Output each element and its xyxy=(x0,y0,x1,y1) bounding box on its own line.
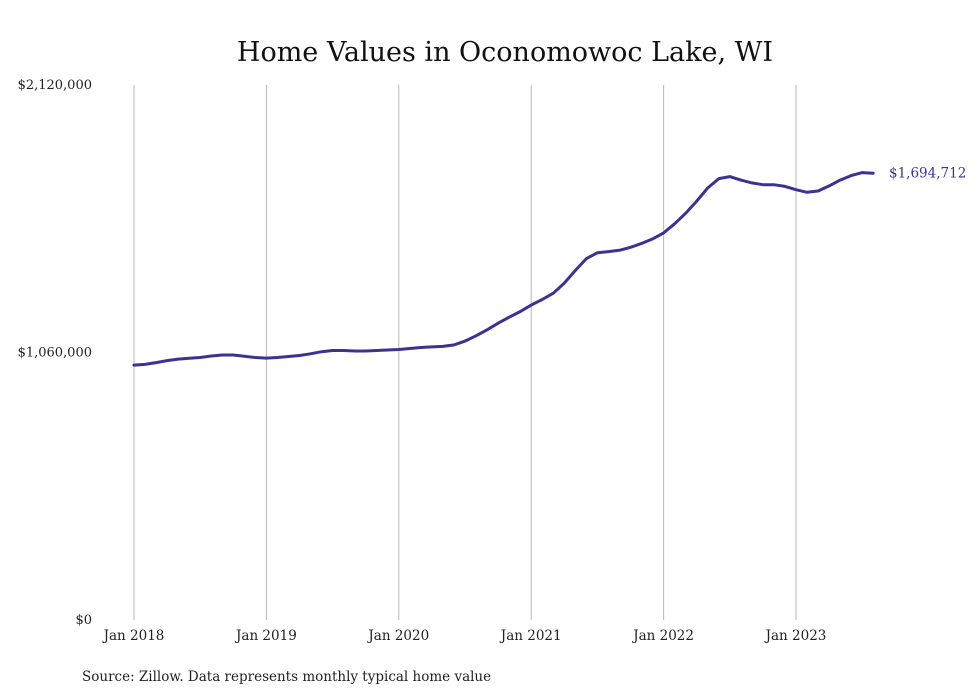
y-axis-ticks: $2,120,000 $1,060,000 $0 xyxy=(18,78,92,628)
y-tick-label: $2,120,000 xyxy=(18,78,92,93)
gridlines xyxy=(133,85,797,620)
x-tick-label: Jan 2020 xyxy=(366,628,429,644)
end-value-label: $1,694,712 xyxy=(889,165,966,181)
x-tick-label: Jan 2019 xyxy=(234,628,297,644)
source-note: Source: Zillow. Data represents monthly … xyxy=(82,669,491,685)
y-tick-label: $1,060,000 xyxy=(18,346,92,361)
x-tick-label: Jan 2018 xyxy=(102,628,165,644)
series-line xyxy=(132,171,875,367)
x-axis-ticks: Jan 2018 Jan 2019 Jan 2020 Jan 2021 Jan 2022… xyxy=(102,628,827,644)
x-tick-label: Jan 2022 xyxy=(631,628,694,644)
chart-title: Home Values in Oconomowoc Lake, WI xyxy=(237,37,773,68)
y-tick-label: $0 xyxy=(75,613,92,628)
x-tick-label: Jan 2021 xyxy=(499,628,562,644)
x-tick-label: Jan 2023 xyxy=(764,628,827,644)
